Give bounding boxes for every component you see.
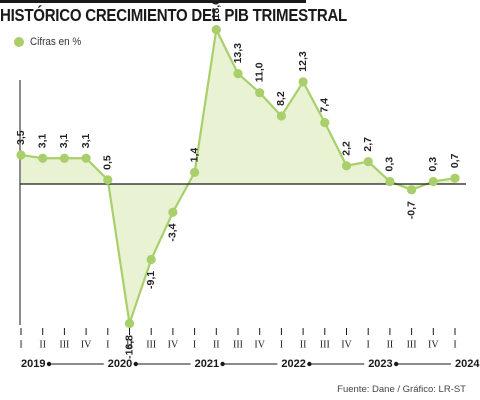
data-label: 7,4 [319,98,331,113]
data-label: -9,1 [145,271,157,289]
year-label: 2019 [21,358,45,370]
data-point [385,176,395,187]
year-label: 2024 [455,358,480,370]
data-label: 3,1 [80,134,92,149]
source-note: Fuente: Dane / Gráfico: LR-ST [337,384,466,395]
year-connector-dot [307,361,312,367]
data-point [211,25,221,35]
area-layer [21,29,455,324]
data-point [38,153,48,163]
quarter-label: II [126,339,133,350]
legend-marker [14,37,24,47]
data-point [81,153,91,163]
quarter-label: I [193,339,196,350]
quarter-label: I [367,339,370,350]
data-label: 0,7 [449,153,461,168]
data-label: 8,2 [275,91,287,106]
legend-label: Cifras en % [30,36,82,48]
chart-title: HISTÓRICO CRECIMIENTO DEL PIB TRIMESTRAL [0,5,347,25]
data-label: 11,0 [253,62,265,82]
data-point [363,156,373,167]
quarter-label: IV [254,339,265,350]
data-point [428,176,438,187]
data-point [168,207,178,217]
data-label: 1,4 [188,148,200,163]
data-point [124,318,135,329]
quarter-label: III [233,339,243,350]
data-point [190,167,200,177]
data-label: 3,1 [58,134,70,149]
quarter-label: I [453,339,456,350]
quarter-label: I [19,339,22,350]
data-label: -16,8 [123,335,135,359]
marker-layer [16,25,460,329]
quarter-label: II [300,339,307,350]
data-label: -0,7 [405,201,417,219]
data-point [255,88,265,98]
area-fill [21,29,455,324]
quarter-label: IV [341,339,352,350]
data-point [16,150,26,160]
data-point [276,111,286,121]
data-label: 3,5 [15,130,27,145]
quarter-label: III [407,339,417,350]
quarter-label: III [146,339,156,350]
data-point [407,185,417,195]
axis-layer: I II III IV I II III IV I II III IV I II III IV I II III IV… [19,80,480,370]
data-label: 0,5 [102,155,114,170]
year-label: 2023 [368,358,392,370]
quarter-label: I [280,339,283,350]
data-label: 3,1 [36,134,48,149]
quarter-label: IV [81,339,92,350]
legend: Cifras en % [14,35,87,49]
year-label: 2022 [281,358,305,370]
data-label: 12,3 [297,51,309,72]
quarter-label: IV [168,339,179,350]
quarter-label: III [59,339,69,350]
data-label: 18,6 [210,0,222,19]
data-point [59,153,69,163]
quarter-label: II [387,339,394,350]
quarter-label: IV [428,339,439,350]
quarter-label: II [213,339,220,350]
data-point [450,173,460,183]
data-point [320,117,330,128]
data-point [233,69,243,79]
data-label: 2,7 [362,137,374,152]
quarter-label: III [320,339,330,350]
year-label: 2021 [195,358,219,370]
data-label: 13,3 [232,43,244,64]
data-point [146,254,156,265]
data-label: 2,2 [340,141,352,156]
data-label: 0,3 [384,157,396,172]
data-point [103,175,113,185]
data-point [341,161,352,171]
data-label: -3,4 [167,223,179,241]
data-point [298,77,308,87]
data-label: 0,3 [427,157,439,172]
quarter-label: I [106,339,109,350]
year-label: 2020 [108,358,132,370]
label-layer: 3,5 3,1 3,1 3,1 0,5 -16,8 -9,1 -3,4 1,4 18,6 13,3 1… [15,0,461,359]
top-rule [0,0,306,3]
quarter-label: II [39,339,46,350]
